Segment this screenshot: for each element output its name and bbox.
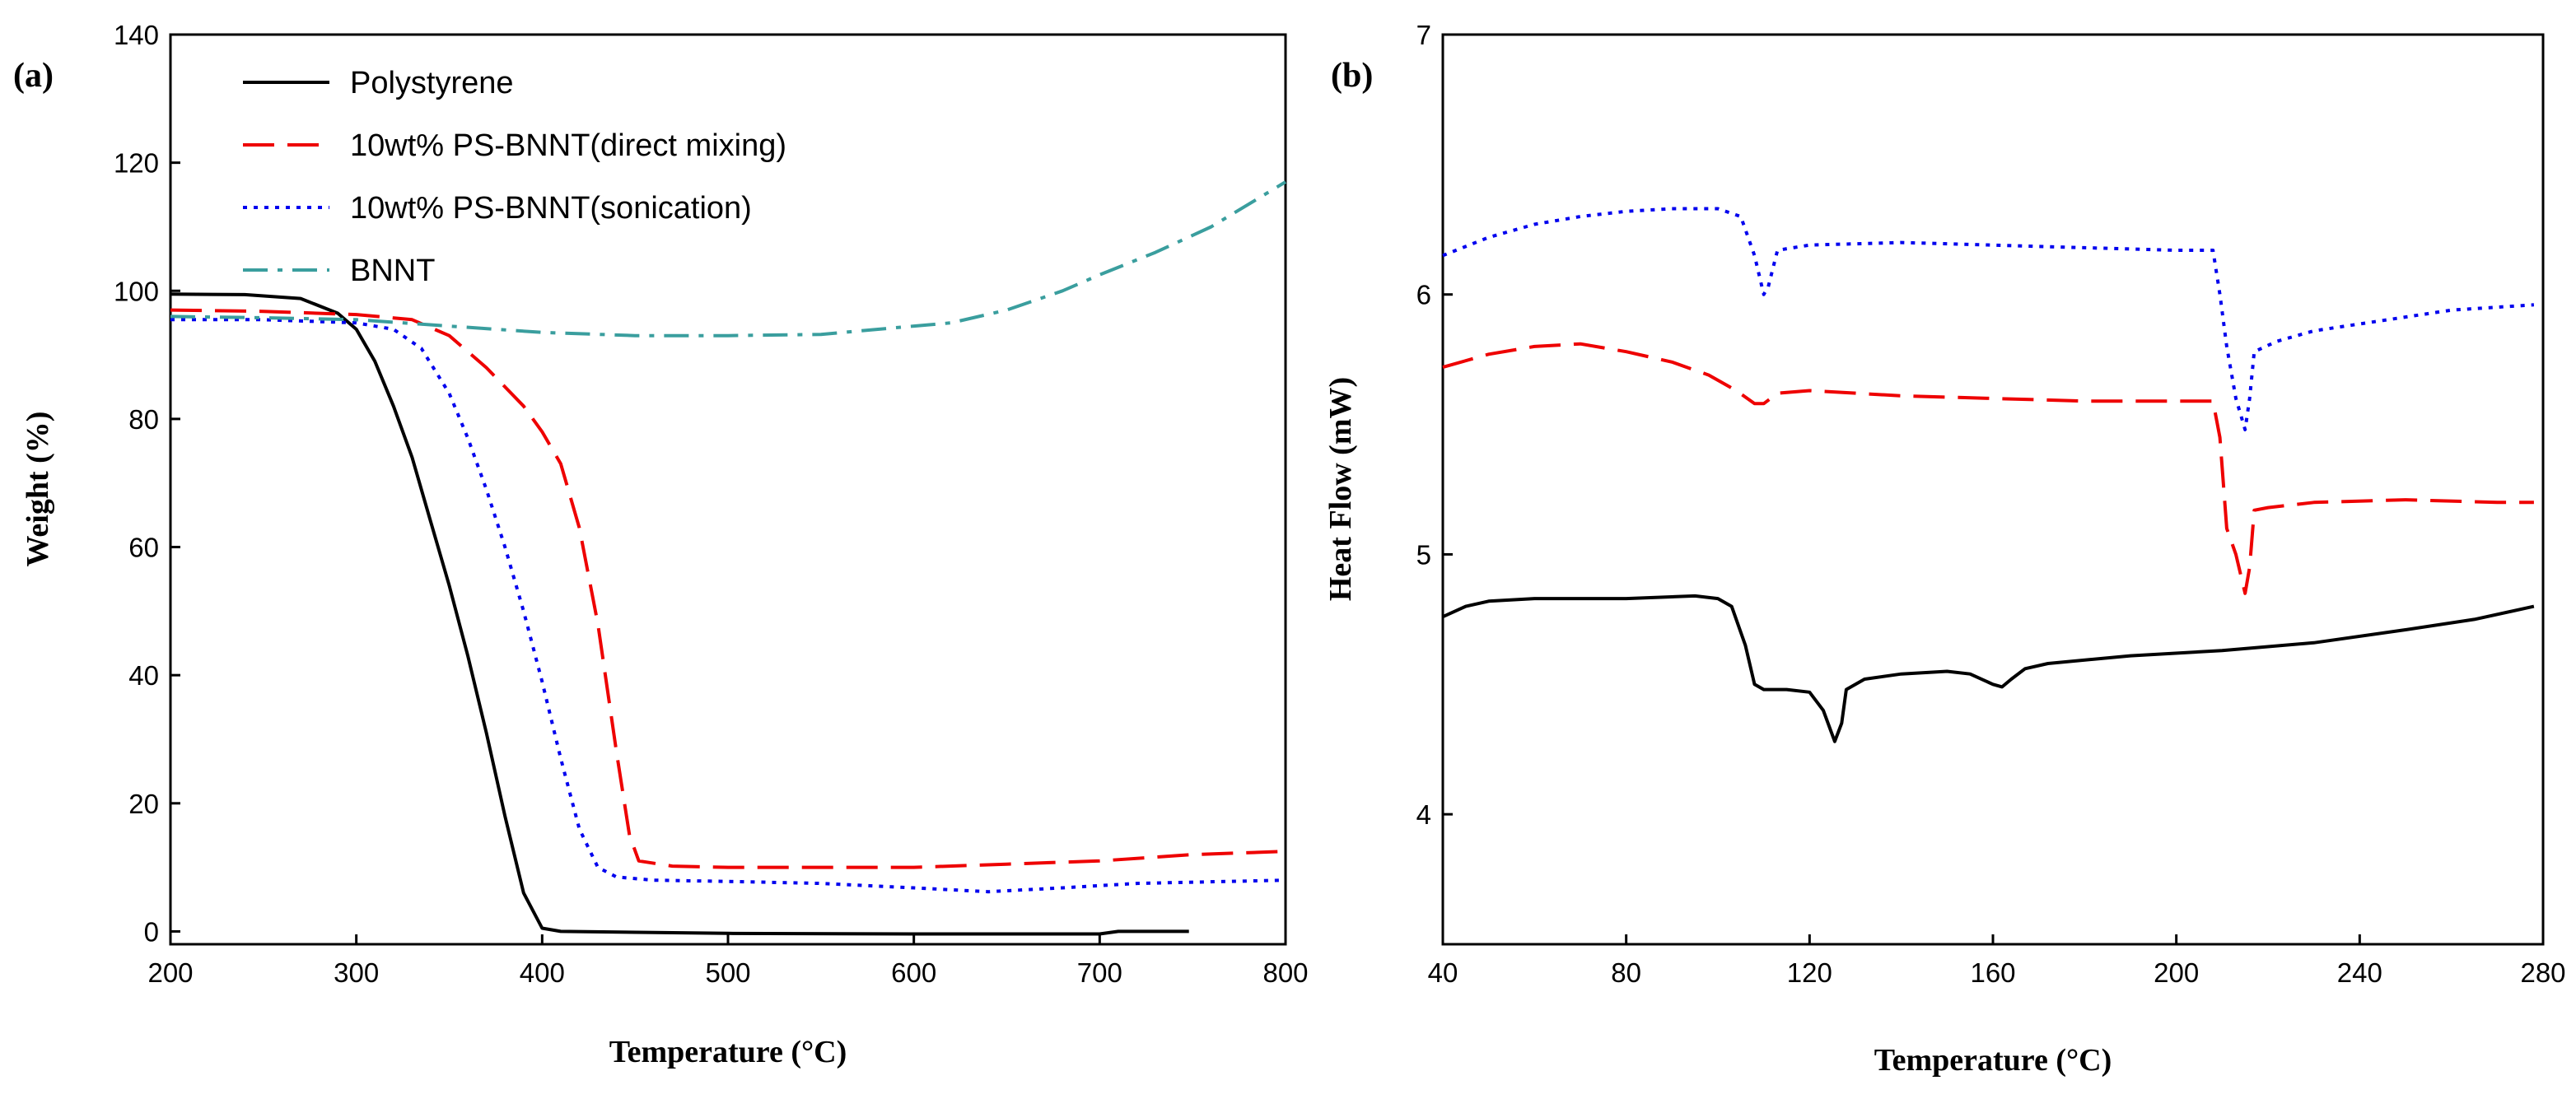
panel-b-x-tick-label: 200 xyxy=(2154,957,2199,988)
panel-a-y-tick-label: 140 xyxy=(114,20,159,50)
panel-b-y-tick-label: 7 xyxy=(1416,20,1431,50)
panel-a-chart: 200 300 400 500 600 700 800020406080100120140 … xyxy=(13,20,1309,1069)
panel-a-series-line-2 xyxy=(170,318,1286,894)
panel-b-plot-frame xyxy=(1441,33,2545,946)
panel-a-x-axis-title: Temperature (°C) xyxy=(609,1035,847,1069)
panel-a-series-line-1 xyxy=(170,308,1286,869)
panel-b-y-axis-title: Heat Flow (mW) xyxy=(1323,377,1358,601)
panel-a-plot-frame xyxy=(169,33,1287,946)
panel-a-x-tick-label: 600 xyxy=(891,957,936,988)
panel-a-x-tick-label: 700 xyxy=(1077,957,1122,988)
panel-b-x-tick-label: 280 xyxy=(2520,957,2565,988)
panel-a-y-tick-label: 80 xyxy=(128,404,159,435)
panel-a-series-line-0 xyxy=(170,292,1189,936)
panel-b-series-line-1 xyxy=(1442,342,2534,595)
panel-a-y-tick-label: 20 xyxy=(128,789,159,819)
panel-b-x-tick-label: 80 xyxy=(1611,957,1641,988)
panel-b-y-tick-label: 5 xyxy=(1416,539,1431,570)
panel-a-x-tick-label: 200 xyxy=(147,957,193,988)
panel-b-x-tick-label: 240 xyxy=(2337,957,2382,988)
panel-b-x-axis-title: Temperature (°C) xyxy=(1874,1043,2112,1078)
panel-a-y-tick-label: 120 xyxy=(114,148,159,179)
panel-b-chart: 40 80 120 160 200 240 280 4 5 6 7 (b) Temperature … xyxy=(1323,20,2566,1078)
legend-label-2: 10wt% PS-BNNT(sonication) xyxy=(350,191,752,226)
panel-b-x-tick-label: 160 xyxy=(1970,957,2015,988)
panel-b-x-tick-label: 40 xyxy=(1428,957,1458,988)
panel-a-label: (a) xyxy=(13,57,54,95)
panel-a-y-tick-label: 100 xyxy=(114,276,159,306)
panel-a-y-axis-title: Weight (%) xyxy=(21,412,55,567)
legend-label-1: 10wt% PS-BNNT(direct mixing) xyxy=(350,128,786,163)
panel-a-series-line-3 xyxy=(170,180,1287,338)
panel-b-label: (b) xyxy=(1331,57,1373,95)
panel-a-x-tick-label: 400 xyxy=(520,957,565,988)
panel-a-y-tick-label: 60 xyxy=(128,533,159,563)
panel-a-y-tick-label: 0 xyxy=(144,916,159,947)
legend-label-0: Polystyrene xyxy=(350,66,514,100)
panel-b-x-tick-label: 120 xyxy=(1787,957,1832,988)
panel-a-y-tick-label: 40 xyxy=(128,660,159,691)
panel-a-x-tick-label: 300 xyxy=(334,957,379,988)
panel-a-legend: Polystyrene 10wt% PS-BNNT(direct mixing) 1… xyxy=(243,66,786,288)
panel-b-y-tick-label: 4 xyxy=(1416,799,1431,830)
panel-a-x-tick-label: 800 xyxy=(1262,957,1308,988)
legend-label-3: BNNT xyxy=(350,254,435,288)
panel-a-x-tick-label: 500 xyxy=(705,957,750,988)
panel-b-y-tick-label: 6 xyxy=(1416,280,1431,310)
panel-b-series-line-2 xyxy=(1442,207,2535,431)
panel-b-series-line-0 xyxy=(1442,594,2535,743)
